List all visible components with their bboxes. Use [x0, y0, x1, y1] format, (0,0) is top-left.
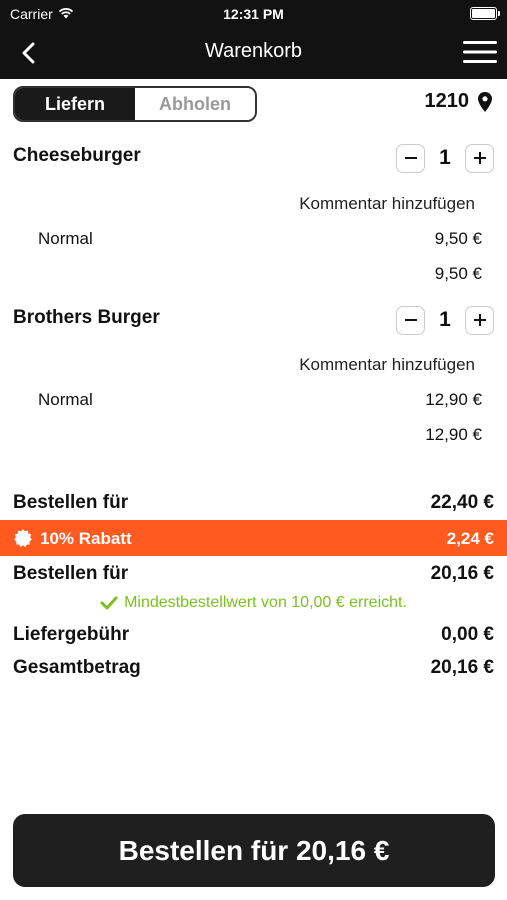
app-header: Carrier 12:31 PM Warenkorb: [0, 0, 507, 79]
pickup-tab[interactable]: Abholen: [135, 88, 255, 120]
hamburger-menu-icon: [463, 41, 497, 63]
delivery-fee-value: 0,00 €: [441, 624, 494, 645]
discounted-subtotal-label: Bestellen für: [13, 563, 129, 584]
plus-icon: [473, 314, 486, 326]
item-total-price: 9,50 €: [434, 264, 482, 283]
discount-value: 2,24 €: [446, 529, 494, 548]
item-option-price: 12,90 €: [425, 390, 482, 409]
decrease-button[interactable]: [396, 143, 425, 173]
carrier-label: Carrier: [10, 6, 53, 22]
battery-icon: [470, 7, 500, 20]
discount-label: 10% Rabatt: [40, 529, 132, 548]
add-comment-link[interactable]: Kommentar hinzufügen: [299, 355, 475, 374]
delivery-mode-toggle: Liefern Abholen: [13, 86, 257, 122]
carrier-info: Carrier: [10, 6, 74, 22]
min-order-text: Mindestbestellwert von 10,00 € erreicht.: [124, 594, 407, 611]
quantity-value: 1: [439, 308, 451, 331]
menu-button[interactable]: [463, 37, 497, 67]
place-order-button[interactable]: Bestellen für 20,16 €: [13, 814, 495, 887]
minus-icon: [404, 319, 417, 321]
plus-icon: [473, 152, 486, 164]
checkmark-icon: [100, 596, 118, 610]
subtotal-value: 22,40 €: [430, 492, 494, 513]
grand-total-value: 20,16 €: [430, 657, 494, 678]
map-pin-icon: [478, 91, 492, 112]
item-total-price: 12,90 €: [425, 425, 482, 444]
quantity-value: 1: [439, 146, 451, 169]
min-order-note: Mindestbestellwert von 10,00 € erreicht.: [0, 594, 507, 612]
increase-button[interactable]: [465, 143, 494, 173]
chevron-left-icon: [22, 42, 35, 64]
cart-item-name: Cheeseburger: [13, 145, 141, 166]
deliver-tab[interactable]: Liefern: [15, 88, 135, 120]
wifi-icon: [58, 6, 74, 22]
page-title: Warenkorb: [204, 40, 303, 62]
status-time: 12:31 PM: [223, 6, 284, 22]
quantity-stepper: 1: [396, 305, 494, 335]
location-code: 1210: [424, 90, 470, 112]
cart-item-name: Brothers Burger: [13, 307, 160, 328]
item-option-price: 9,50 €: [434, 229, 482, 248]
discount-banner: 10% Rabatt 2,24 €: [0, 520, 507, 556]
minus-icon: [404, 157, 417, 159]
delivery-location[interactable]: 1210: [425, 90, 494, 113]
add-comment-link[interactable]: Kommentar hinzufügen: [299, 194, 475, 213]
delivery-fee-label: Liefergebühr: [13, 624, 130, 645]
discounted-subtotal-value: 20,16 €: [430, 563, 494, 584]
decrease-button[interactable]: [396, 305, 425, 335]
item-option-name: Normal: [38, 390, 93, 409]
nav-bar: Warenkorb: [0, 28, 507, 79]
back-button[interactable]: [14, 38, 44, 68]
status-bar: Carrier 12:31 PM: [0, 0, 507, 28]
grand-total-label: Gesamtbetrag: [13, 657, 141, 678]
quantity-stepper: 1: [396, 143, 494, 173]
subtotal-label: Bestellen für: [13, 492, 129, 513]
increase-button[interactable]: [465, 305, 494, 335]
discount-badge-icon: [14, 529, 32, 548]
item-option-name: Normal: [38, 229, 93, 248]
